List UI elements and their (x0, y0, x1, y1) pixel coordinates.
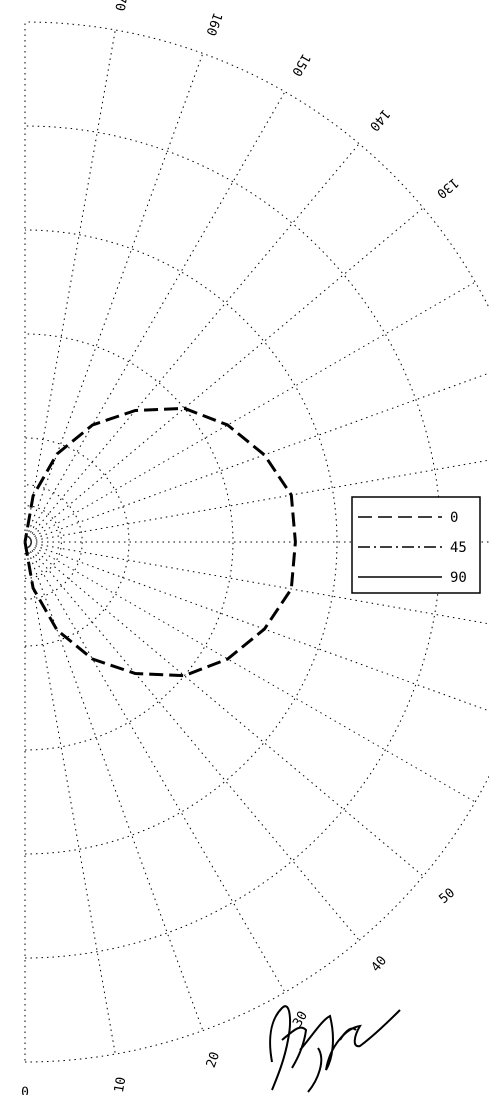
grid-spoke (24, 541, 424, 877)
grid-ring (24, 125, 442, 959)
grid-spoke (24, 541, 286, 993)
grid-spoke (24, 372, 489, 543)
series-line-0 (23, 406, 297, 678)
angle-tick-label: 160 (202, 10, 224, 37)
grid-spoke (24, 541, 489, 625)
grid-ring (24, 229, 338, 855)
angle-tick-label: 130 (433, 174, 461, 201)
signature-stroke (269, 1005, 401, 1091)
grid-spoke (24, 207, 424, 543)
grid-spoke (24, 541, 489, 712)
grid-spoke (24, 91, 286, 543)
angle-tick-label: 140 (366, 106, 393, 134)
grid-spoke (24, 541, 116, 1055)
grid-spoke (24, 29, 116, 543)
grid-spoke (24, 541, 476, 803)
angle-tick-label: 30 (290, 1009, 311, 1030)
grid-spoke (24, 541, 360, 941)
legend-label-0: 0 (450, 510, 458, 526)
signature-stroke (307, 1027, 357, 1093)
grid-spoke (24, 143, 360, 543)
legend: 0 45 90 (351, 496, 481, 594)
legend-label-90: 90 (450, 570, 467, 586)
grid-spoke (24, 53, 204, 543)
grid-spoke (24, 541, 204, 1031)
legend-label-45: 45 (450, 540, 467, 556)
series-layer (23, 406, 297, 678)
angle-tick-label: 150 (288, 51, 313, 79)
grid-spoke (24, 459, 489, 543)
angle-tick-label: 40 (369, 953, 391, 975)
grid-ring (24, 21, 489, 1063)
angle-tick-label: 20 (204, 1050, 223, 1070)
angle-tick-label: 170 (111, 0, 130, 12)
grid-spokes (24, 22, 489, 1062)
grid-spoke (24, 281, 476, 543)
angle-tick-label: 0 (21, 1086, 29, 1095)
angle-tick-label: 10 (112, 1076, 129, 1094)
angle-tick-label: 50 (436, 886, 458, 908)
signature (269, 1005, 401, 1093)
grid-rings (24, 21, 489, 1063)
